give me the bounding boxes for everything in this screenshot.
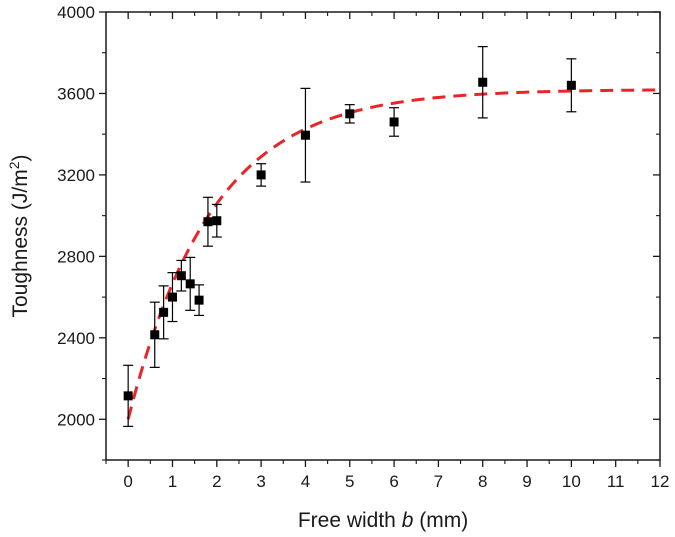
data-point (344, 104, 355, 124)
data-point (300, 87, 311, 183)
y-tick-label: 3600 (57, 84, 95, 103)
square-marker (167, 292, 177, 302)
y-tick-label: 2400 (57, 329, 95, 348)
x-tick-label: 3 (256, 472, 265, 491)
x-axis-title: Free width b (mm) (298, 509, 468, 532)
x-tick-label: 11 (607, 472, 625, 491)
square-marker (203, 217, 213, 227)
data-point (158, 285, 169, 340)
y-axis-title: Toughness (J/m2) (6, 154, 32, 317)
square-marker (194, 295, 204, 305)
x-tick-label: 12 (651, 472, 670, 491)
fit-curve (126, 88, 661, 420)
y-axis-title-prefix: Toughness (J/m (9, 169, 32, 317)
data-point (194, 284, 205, 317)
data-point (566, 58, 577, 113)
fit-curve-layer (126, 88, 661, 420)
y-tick-label: 4000 (57, 3, 95, 22)
data-point (256, 163, 267, 187)
data-point (176, 259, 187, 292)
plot-frame (105, 11, 661, 461)
x-tick-label: 0 (123, 472, 132, 491)
square-marker (389, 117, 399, 127)
x-axis-title-suffix: (mm) (413, 509, 468, 532)
y-tick-label: 2800 (57, 247, 95, 266)
y-tick-label: 2000 (57, 410, 95, 429)
data-point (477, 46, 488, 119)
square-marker (566, 80, 576, 90)
data-point (202, 196, 213, 247)
x-axis-title-italic: b (402, 509, 414, 532)
x-tick-label: 9 (522, 472, 531, 491)
data-point (167, 272, 178, 323)
x-tick-label: 6 (389, 472, 398, 491)
square-marker (185, 279, 195, 289)
square-marker (300, 130, 310, 140)
data-point (185, 256, 196, 311)
data-point (149, 301, 160, 368)
y-axis-title-sup: 2 (6, 161, 22, 169)
data-point (123, 364, 134, 427)
x-tick-label: 2 (212, 472, 221, 491)
data-point (211, 203, 222, 238)
x-axis-title-prefix: Free width (298, 509, 402, 532)
y-tick-label: 3200 (57, 166, 95, 185)
data-point (389, 107, 400, 137)
y-axis-title-suffix: ) (9, 154, 32, 161)
x-tick-label: 8 (478, 472, 487, 491)
square-marker (150, 330, 160, 340)
square-marker (123, 391, 133, 401)
square-marker (256, 170, 266, 180)
x-tick-label: 4 (301, 472, 310, 491)
data-points-layer (123, 46, 577, 427)
square-marker (478, 77, 488, 87)
x-tick-label: 1 (168, 472, 177, 491)
square-marker (159, 307, 169, 317)
x-tick-label: 7 (434, 472, 443, 491)
x-tick-label: 5 (345, 472, 354, 491)
square-marker (212, 216, 222, 226)
square-marker (176, 271, 186, 281)
square-marker (345, 109, 355, 119)
x-tick-label: 10 (562, 472, 581, 491)
